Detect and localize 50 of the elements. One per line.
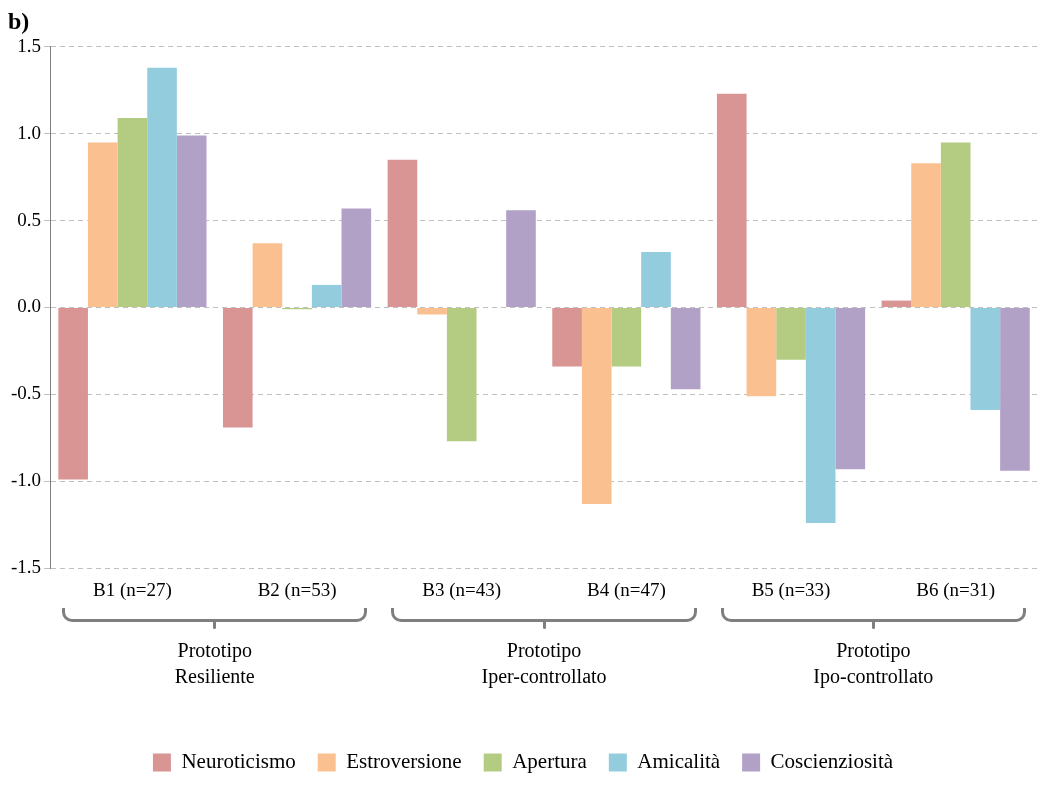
bar bbox=[611, 308, 642, 367]
bar bbox=[716, 93, 747, 307]
bar bbox=[835, 308, 866, 470]
legend-label: Neuroticismo bbox=[181, 749, 296, 774]
bar bbox=[341, 208, 372, 307]
y-tick-label: -1.5 bbox=[11, 556, 42, 578]
x-tick-label: B3 (n=43) bbox=[422, 578, 502, 601]
bar bbox=[417, 308, 447, 315]
bar bbox=[311, 284, 342, 307]
bar bbox=[252, 243, 283, 307]
y-tick-label: 1.0 bbox=[17, 121, 42, 143]
y-tick-label: -1.0 bbox=[11, 469, 42, 491]
x-tick-label: B6 (n=31) bbox=[916, 578, 996, 601]
y-tick-label: 0.5 bbox=[17, 208, 42, 230]
x-tick-label: B4 (n=47) bbox=[586, 578, 666, 601]
bar bbox=[87, 142, 118, 307]
bar bbox=[176, 135, 207, 307]
x-tick-label: B2 (n=53) bbox=[257, 578, 337, 601]
bar bbox=[881, 300, 912, 307]
bar bbox=[911, 163, 941, 307]
y-tick-label: 0.0 bbox=[17, 295, 42, 317]
text: Prototipo Ipo-controllato bbox=[813, 639, 934, 689]
bar bbox=[746, 308, 777, 397]
x-tick-label: B1 (n=27) bbox=[93, 578, 172, 601]
bar bbox=[506, 210, 536, 307]
bar bbox=[58, 308, 88, 480]
bar bbox=[776, 308, 806, 360]
bar bbox=[805, 308, 836, 524]
legend-label: Estroversione bbox=[346, 749, 462, 774]
bar bbox=[1000, 308, 1030, 471]
bar bbox=[552, 308, 582, 367]
legend-label: Coscienziosità bbox=[770, 749, 894, 774]
legend-label: Apertura bbox=[512, 749, 588, 774]
bar bbox=[970, 308, 1001, 411]
text: Prototipo Resiliente bbox=[174, 639, 255, 688]
bar bbox=[670, 308, 701, 390]
x-tick-label: B5 (n=33) bbox=[751, 578, 831, 601]
y-tick-label: -0.5 bbox=[11, 382, 42, 404]
bar bbox=[581, 308, 612, 504]
legend-label: Amicalità bbox=[637, 749, 721, 774]
bar bbox=[222, 308, 253, 428]
bar bbox=[117, 118, 148, 307]
bar bbox=[641, 251, 671, 307]
bar bbox=[147, 67, 177, 307]
bar bbox=[940, 142, 971, 307]
bar bbox=[387, 159, 418, 307]
text: Prototipo Iper-controllato bbox=[481, 639, 607, 689]
bar bbox=[446, 308, 477, 442]
y-tick-label: 1.5 bbox=[17, 34, 42, 56]
chart-title: b) bbox=[8, 7, 30, 34]
